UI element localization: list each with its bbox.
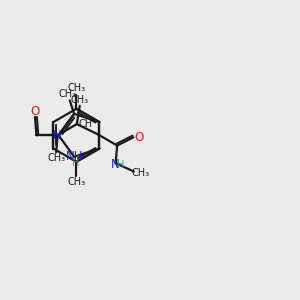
- Text: CH: CH: [78, 119, 92, 129]
- Text: CH₃: CH₃: [131, 168, 149, 178]
- Text: CH₃: CH₃: [59, 89, 77, 99]
- Text: N: N: [53, 129, 62, 142]
- Text: CH₃: CH₃: [67, 83, 86, 93]
- Text: O: O: [30, 105, 40, 118]
- Text: N: N: [111, 158, 120, 171]
- Text: H: H: [117, 160, 125, 170]
- Text: O: O: [134, 131, 143, 144]
- Text: CH₃: CH₃: [47, 153, 65, 163]
- Text: H: H: [72, 158, 79, 168]
- Text: CH₃: CH₃: [67, 177, 86, 188]
- Text: CH₃: CH₃: [71, 95, 89, 105]
- Text: NH: NH: [65, 150, 83, 163]
